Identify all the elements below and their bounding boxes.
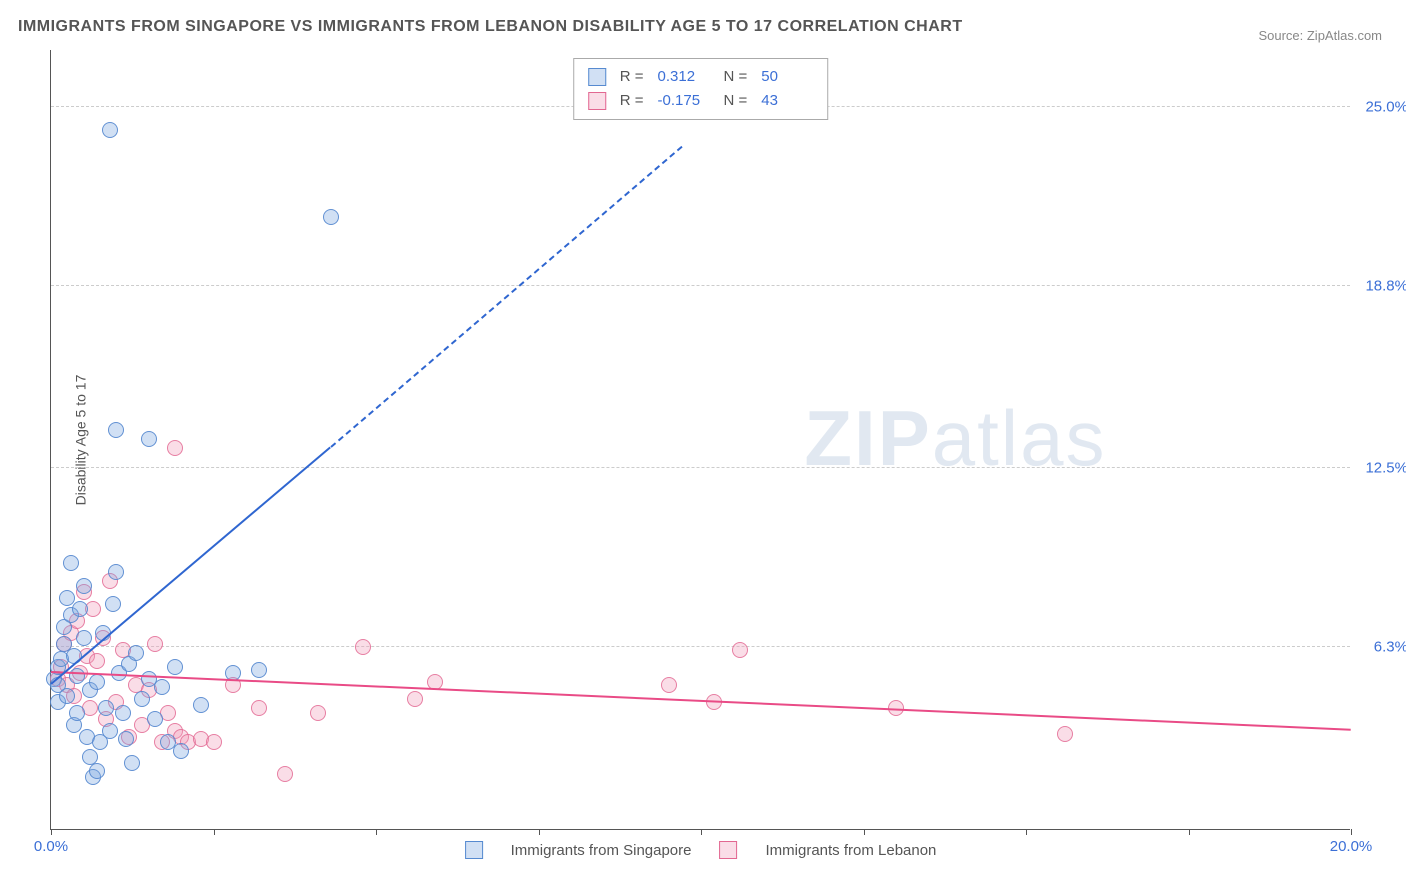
data-point [167,440,183,456]
data-point [277,766,293,782]
data-point [59,590,75,606]
data-point [76,578,92,594]
data-point [310,705,326,721]
data-point [167,659,183,675]
data-point [173,743,189,759]
data-point [407,691,423,707]
data-point [72,601,88,617]
data-point [118,731,134,747]
n-value-pink: 43 [761,89,813,113]
stats-row-blue: R = 0.312 N = 50 [588,65,814,89]
n-label: N = [724,89,748,113]
watermark-bold: ZIP [804,394,931,482]
x-tick [1189,829,1190,835]
swatch-pink-icon [719,841,737,859]
data-point [98,700,114,716]
n-label: N = [724,65,748,89]
data-point [89,763,105,779]
trend-line [50,446,331,684]
data-point [1057,726,1073,742]
data-point [147,711,163,727]
plot-area: Disability Age 5 to 17 ZIPatlas 6.3%12.5… [50,50,1350,830]
x-tick [701,829,702,835]
series-legend: Immigrants from Singapore Immigrants fro… [465,841,937,859]
data-point [154,679,170,695]
data-point [108,422,124,438]
r-value-pink: -0.175 [658,89,710,113]
gridline [51,646,1350,647]
data-point [115,705,131,721]
data-point [89,674,105,690]
data-point [63,555,79,571]
x-tick [539,829,540,835]
swatch-blue-icon [465,841,483,859]
source-attribution: Source: ZipAtlas.com [1258,28,1382,43]
x-tick-label: 20.0% [1330,838,1373,855]
stats-legend: R = 0.312 N = 50 R = -0.175 N = 43 [573,58,829,120]
y-tick-label: 12.5% [1365,459,1406,476]
data-point [141,431,157,447]
y-tick-label: 18.8% [1365,277,1406,294]
data-point [89,653,105,669]
trend-line [51,671,1351,731]
r-label: R = [620,89,644,113]
r-label: R = [620,65,644,89]
chart-title: IMMIGRANTS FROM SINGAPORE VS IMMIGRANTS … [18,18,963,36]
data-point [108,564,124,580]
swatch-pink-icon [588,92,606,110]
data-point [124,755,140,771]
data-point [102,723,118,739]
data-point [105,596,121,612]
data-point [355,639,371,655]
x-tick [376,829,377,835]
data-point [251,662,267,678]
data-point [323,209,339,225]
data-point [59,688,75,704]
n-value-blue: 50 [761,65,813,89]
y-tick-label: 25.0% [1365,98,1406,115]
trend-line [330,145,682,447]
data-point [69,668,85,684]
data-point [76,630,92,646]
r-value-blue: 0.312 [658,65,710,89]
data-point [69,705,85,721]
watermark-rest: atlas [932,394,1107,482]
x-tick [1026,829,1027,835]
series-label-blue: Immigrants from Singapore [511,842,692,859]
data-point [134,691,150,707]
x-tick [864,829,865,835]
x-tick [214,829,215,835]
data-point [193,697,209,713]
data-point [732,642,748,658]
x-tick [1351,829,1352,835]
y-axis-label: Disability Age 5 to 17 [72,374,88,505]
data-point [661,677,677,693]
x-tick-label: 0.0% [34,838,68,855]
data-point [102,122,118,138]
series-label-pink: Immigrants from Lebanon [765,842,936,859]
gridline [51,467,1350,468]
data-point [147,636,163,652]
data-point [206,734,222,750]
swatch-blue-icon [588,68,606,86]
data-point [251,700,267,716]
x-tick [51,829,52,835]
stats-row-pink: R = -0.175 N = 43 [588,89,814,113]
watermark: ZIPatlas [804,393,1106,484]
y-tick-label: 6.3% [1374,639,1406,656]
data-point [128,645,144,661]
gridline [51,285,1350,286]
